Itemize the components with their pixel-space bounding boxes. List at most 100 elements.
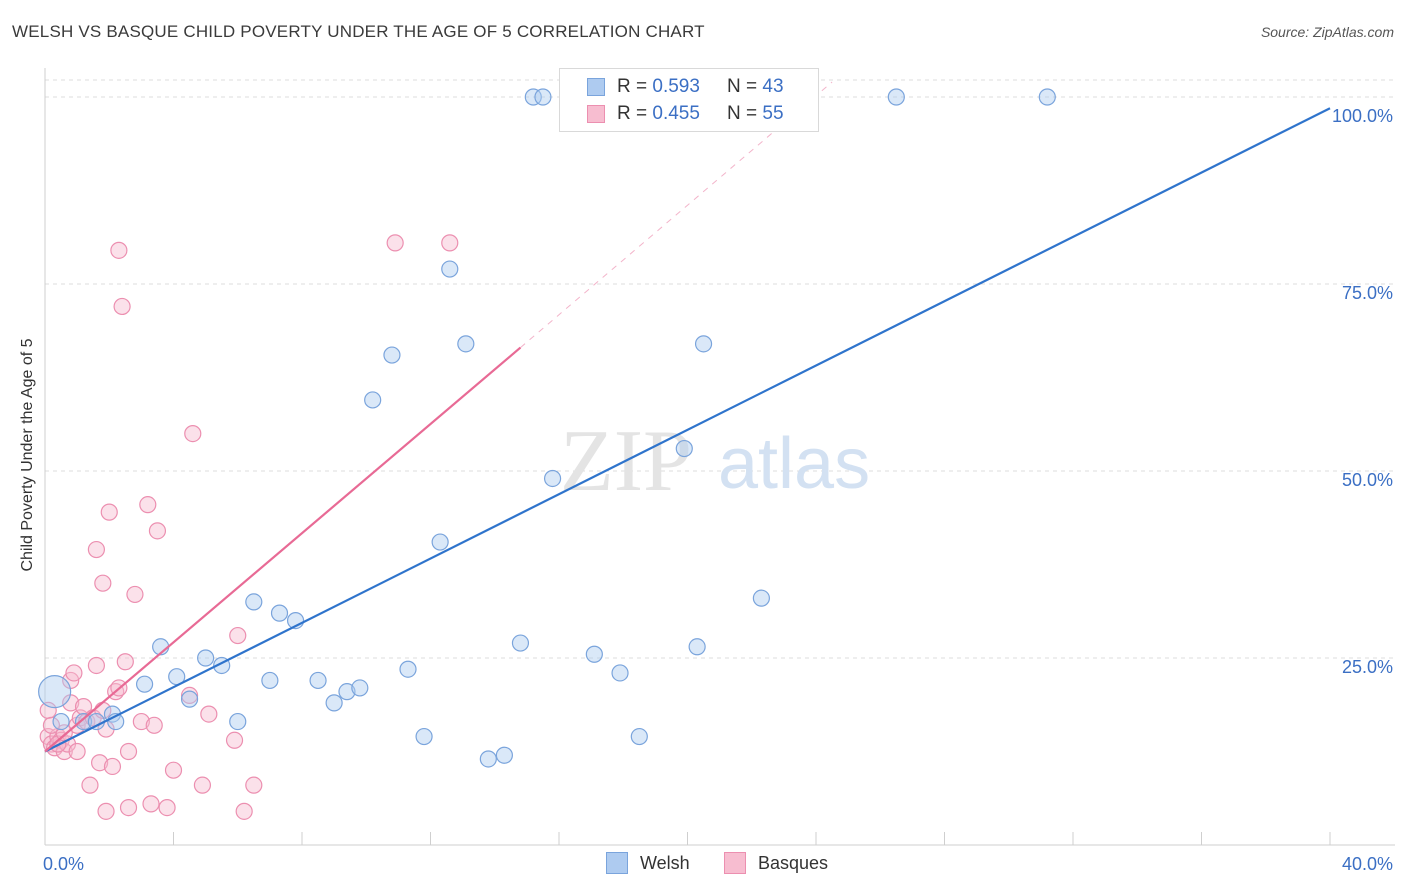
welsh-point xyxy=(479,750,497,768)
legend-item-basques[interactable]: Basques xyxy=(724,852,828,874)
basques-legend-icon xyxy=(724,852,746,874)
welsh-point xyxy=(351,679,369,697)
basques-point xyxy=(148,522,167,540)
welsh-point xyxy=(694,335,713,353)
y-tick-label: 75.0% xyxy=(1342,283,1393,303)
welsh-point xyxy=(611,664,629,682)
basques-point xyxy=(225,731,244,749)
basques-point xyxy=(142,795,160,813)
welsh-point xyxy=(38,675,72,709)
basques-point xyxy=(145,716,163,734)
welsh-point xyxy=(415,727,433,746)
basques-point xyxy=(94,574,112,592)
basques-point xyxy=(184,425,202,443)
y-tick-label: 50.0% xyxy=(1342,470,1393,490)
basques-point xyxy=(132,712,150,731)
welsh-point xyxy=(534,88,552,106)
welsh-point xyxy=(688,638,706,656)
watermark-atlas: atlas xyxy=(718,424,870,504)
welsh-point xyxy=(338,683,356,701)
welsh-point xyxy=(229,712,247,731)
welsh-point xyxy=(261,671,279,690)
x-tick-label: 40.0% xyxy=(1342,854,1393,874)
basques-point xyxy=(65,664,83,682)
welsh-n-value: 43 xyxy=(762,76,784,97)
basques-point xyxy=(81,776,99,794)
welsh-point xyxy=(431,533,449,551)
basques-point xyxy=(180,686,199,705)
basques-point xyxy=(119,742,138,761)
y-tick-label: 25.0% xyxy=(1342,657,1393,677)
basques-point xyxy=(110,241,128,259)
welsh-trendline xyxy=(44,107,1331,753)
basques-point xyxy=(245,776,263,794)
r-label: R = xyxy=(617,103,648,124)
basques-point xyxy=(113,297,131,316)
series-legend: Welsh Basques xyxy=(0,850,1406,878)
welsh-point xyxy=(87,712,106,731)
y-tick-label: 100.0% xyxy=(1332,106,1393,126)
basques-point xyxy=(97,802,115,820)
basques-point xyxy=(68,742,86,761)
basques-point xyxy=(229,626,247,645)
welsh-point xyxy=(325,694,343,712)
basques-point xyxy=(139,496,157,514)
basques-point xyxy=(42,716,61,734)
legend-row-basques: R = 0.455 N = 55 xyxy=(560,101,784,127)
basques-n-value: 55 xyxy=(762,103,784,124)
welsh-point xyxy=(52,712,70,731)
gridlines xyxy=(45,79,1395,659)
basques-trendline xyxy=(44,346,522,753)
basques-point xyxy=(126,585,144,604)
welsh-point xyxy=(364,391,382,409)
basques-point xyxy=(116,653,134,671)
welsh-point xyxy=(197,649,215,667)
welsh-point xyxy=(495,746,513,764)
welsh-swatch-icon xyxy=(587,78,605,96)
welsh-point xyxy=(399,660,417,678)
x-tick-label: 0.0% xyxy=(43,854,84,874)
welsh-point xyxy=(135,675,154,693)
legend-label-basques: Basques xyxy=(758,852,829,873)
welsh-point xyxy=(511,634,530,652)
welsh-point xyxy=(585,645,603,663)
welsh-point xyxy=(245,593,263,611)
welsh-point xyxy=(383,346,401,364)
basques-point xyxy=(200,705,218,723)
basques-swatch-icon xyxy=(587,105,605,123)
basques-point xyxy=(87,540,106,559)
legend-row-welsh: R = 0.593 N = 43 xyxy=(560,74,784,100)
welsh-point xyxy=(441,260,459,278)
stats-legend: R = 0.593 N = 43 R = 0.455 N = 55 xyxy=(559,68,819,132)
welsh-point xyxy=(752,589,770,607)
welsh-point xyxy=(630,727,648,746)
chart-title: WELSH VS BASQUE CHILD POVERTY UNDER THE … xyxy=(12,22,705,41)
welsh-r-value: 0.593 xyxy=(652,76,700,97)
basques-r-value: 0.455 xyxy=(652,103,700,124)
basques-points xyxy=(39,234,459,820)
source-label: Source: ZipAtlas.com xyxy=(1260,24,1394,40)
tick-labels: 25.0% 50.0% 75.0% 100.0% 0.0% 40.0% xyxy=(43,106,1393,874)
welsh-point xyxy=(543,469,562,488)
basques-point xyxy=(441,234,459,252)
basques-point xyxy=(119,798,138,817)
basques-point xyxy=(235,802,253,820)
welsh-point xyxy=(675,439,693,458)
r-label: R = xyxy=(617,76,648,97)
basques-point xyxy=(100,503,118,521)
welsh-point xyxy=(309,671,327,690)
basques-point xyxy=(193,776,212,794)
basques-point xyxy=(164,761,183,779)
basques-point xyxy=(386,234,404,252)
n-label: N = xyxy=(727,103,758,124)
welsh-legend-icon xyxy=(606,852,628,874)
welsh-point xyxy=(180,690,199,708)
welsh-point xyxy=(457,335,475,353)
legend-item-welsh[interactable]: Welsh xyxy=(606,852,690,874)
welsh-point xyxy=(74,712,93,731)
legend-label-welsh: Welsh xyxy=(640,852,690,873)
basques-point xyxy=(91,754,109,772)
welsh-points xyxy=(38,88,1056,768)
welsh-point xyxy=(270,604,289,622)
